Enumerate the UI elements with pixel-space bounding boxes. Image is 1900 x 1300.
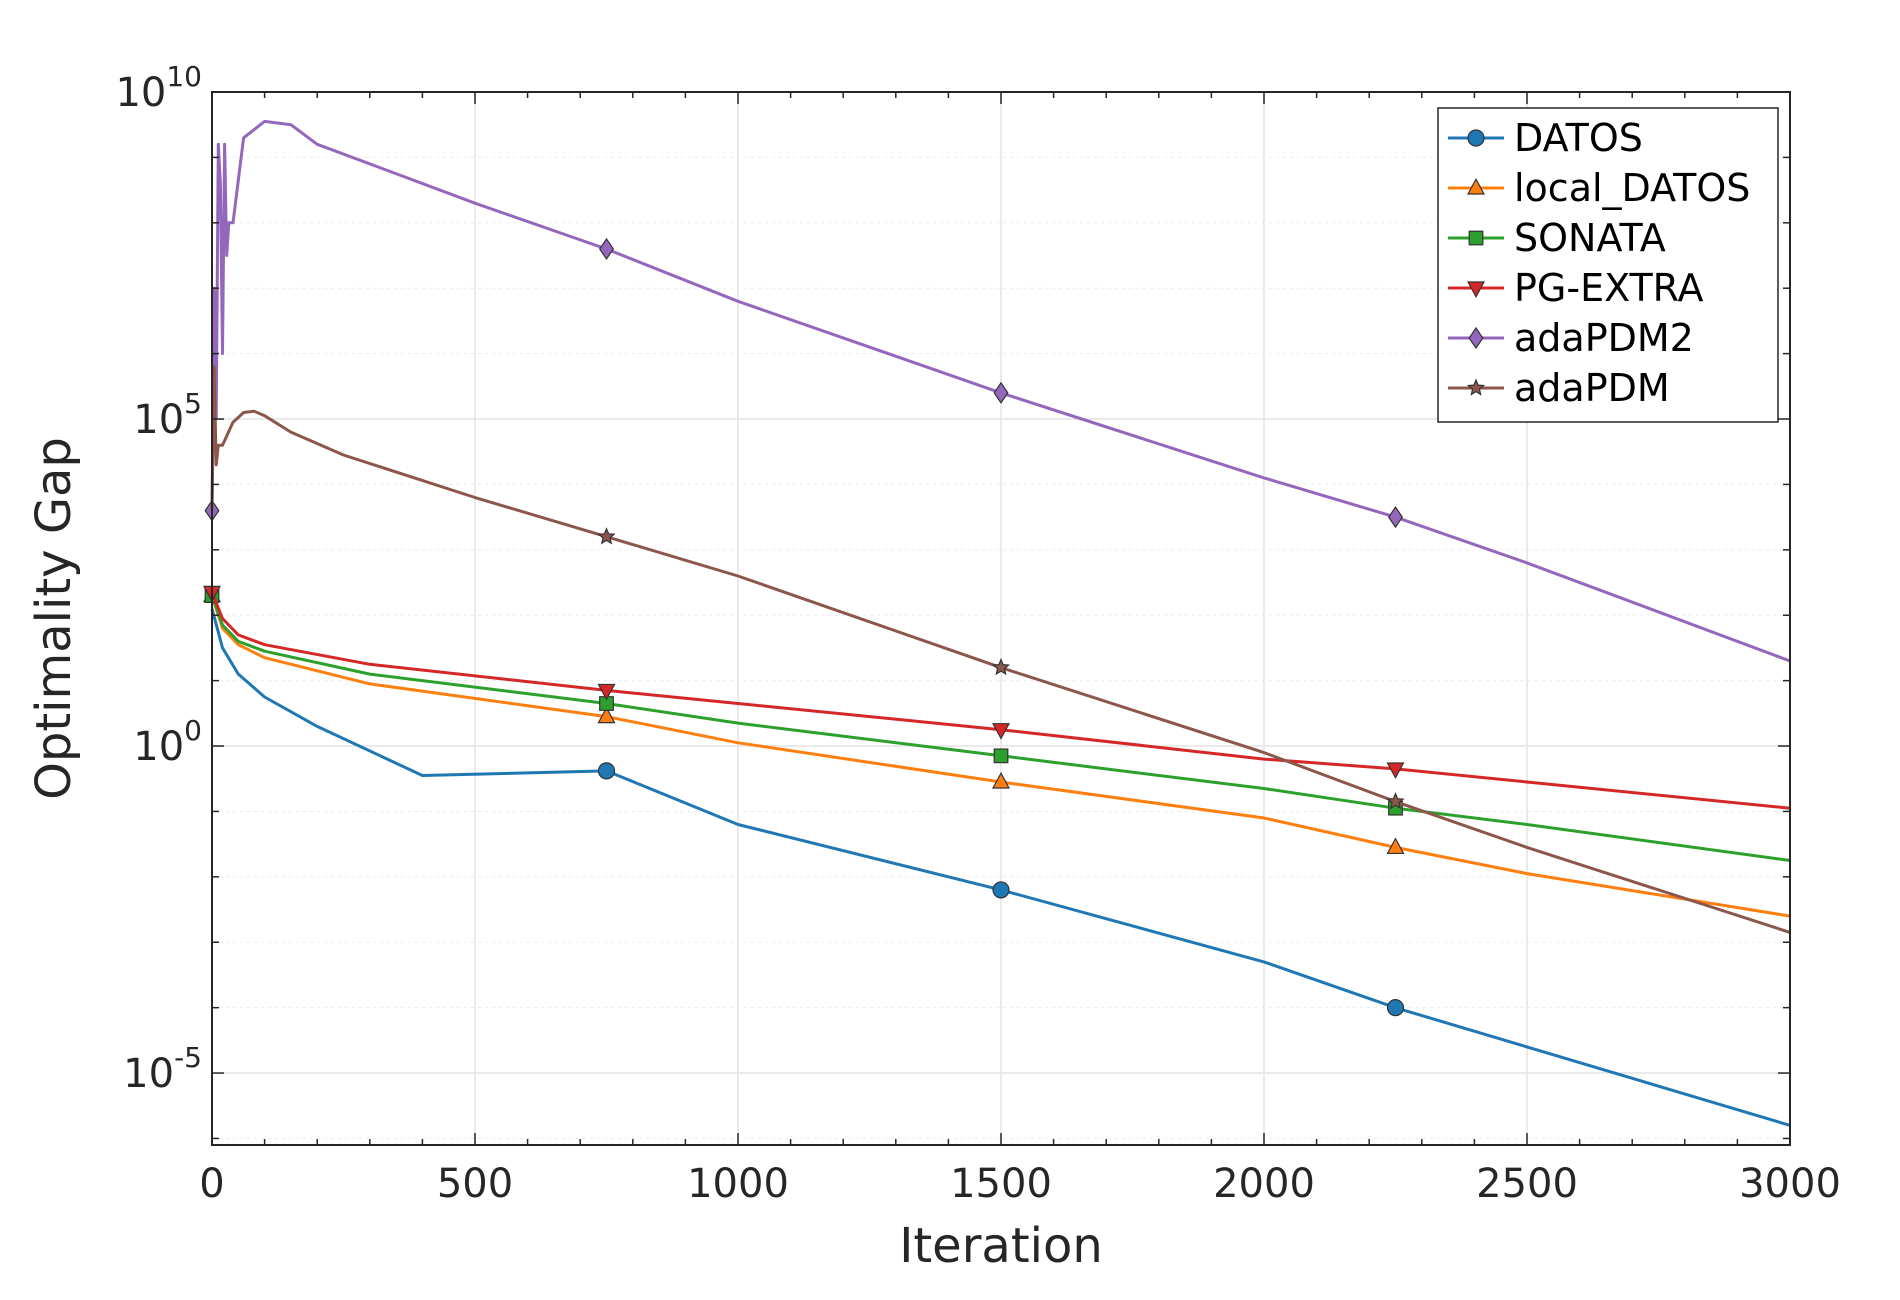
series-layer [202, 119, 1791, 1127]
data-point-adapdm2 [598, 237, 615, 261]
x-tick-label: 500 [437, 1161, 513, 1207]
y-axis-title: Optimality Gap [26, 437, 82, 800]
series-pg-extra [202, 585, 1791, 810]
y-tick-label: 105 [133, 387, 202, 443]
data-point-adapdm [991, 657, 1011, 676]
legend-label-local-datos: local_DATOS [1514, 166, 1750, 210]
legend-label-adapdm: adaPDM [1514, 366, 1670, 410]
legend-marker-datos [1467, 129, 1485, 147]
legend-marker-local-datos [1466, 177, 1486, 195]
legend-label-datos: DATOS [1514, 116, 1643, 160]
legend-entry-local-datos: local_DATOS [1448, 166, 1750, 210]
data-point-adapdm [597, 527, 616, 545]
data-point-adapdm2 [993, 381, 1009, 404]
x-tick-label: 3000 [1739, 1161, 1841, 1207]
legend-marker-adapdm [1466, 378, 1486, 396]
legend-entry-adapdm2: adaPDM2 [1448, 316, 1694, 360]
legend-entry-adapdm: adaPDM [1448, 366, 1670, 410]
legend-entry-pg-extra: PG-EXTRA [1448, 266, 1704, 310]
series-line-local-datos [210, 595, 1791, 918]
data-point-local-datos [1386, 837, 1405, 855]
tick-labels: 0 500 1000 1500 2000 2500 3000 10-5 100 105 1010 [115, 60, 1840, 1207]
legend-label-sonata: SONATA [1514, 216, 1666, 260]
data-point-pg-extra [597, 683, 616, 701]
legend-marker-adapdm2 [1468, 326, 1484, 350]
data-point-adapdm [1386, 792, 1405, 810]
data-point-datos [992, 881, 1010, 899]
series-line-adapdm2 [210, 119, 1791, 663]
x-tick-label: 2500 [1476, 1161, 1578, 1207]
legend-label-pg-extra: PG-EXTRA [1514, 266, 1704, 310]
data-point-pg-extra [991, 723, 1011, 740]
series-adapdm [210, 365, 1791, 934]
series-line-pg-extra [210, 591, 1791, 810]
y-tick-label: 10-5 [123, 1041, 202, 1097]
series-adapdm2 [204, 119, 1791, 663]
legend-marker-pg-extra [1466, 281, 1486, 299]
x-tick-label: 0 [199, 1161, 224, 1207]
data-point-datos [1386, 999, 1405, 1017]
data-point-datos [597, 762, 616, 780]
data-point-local-datos [597, 706, 616, 724]
legend: DATOS local_DATOS SONATA PG-EXTRA adaPDM2 ada… [1437, 107, 1779, 423]
x-tick-label: 2000 [1213, 1161, 1315, 1207]
legend-label-adapdm2: adaPDM2 [1514, 316, 1694, 360]
legend-entry-datos: DATOS [1448, 116, 1643, 160]
series-line-sonata [210, 595, 1791, 862]
y-tick-label: 100 [133, 714, 202, 770]
legend-entry-sonata: SONATA [1448, 216, 1666, 260]
legend-box [1437, 107, 1779, 423]
series-line-adapdm [210, 365, 1791, 934]
axis-ticks [211, 91, 1791, 1145]
y-tick-label: 1010 [115, 60, 202, 116]
data-point-adapdm2 [1387, 506, 1404, 529]
x-axis-title: Iteration [899, 1218, 1103, 1274]
data-point-local-datos [991, 771, 1011, 789]
data-point-sonata [993, 748, 1009, 764]
legend-marker-sonata [1468, 230, 1484, 246]
x-tick-label: 1500 [950, 1161, 1052, 1207]
grid [212, 92, 1790, 1145]
x-tick-label: 1000 [687, 1161, 789, 1207]
data-point-pg-extra [1386, 762, 1405, 779]
series-datos [210, 608, 1791, 1127]
